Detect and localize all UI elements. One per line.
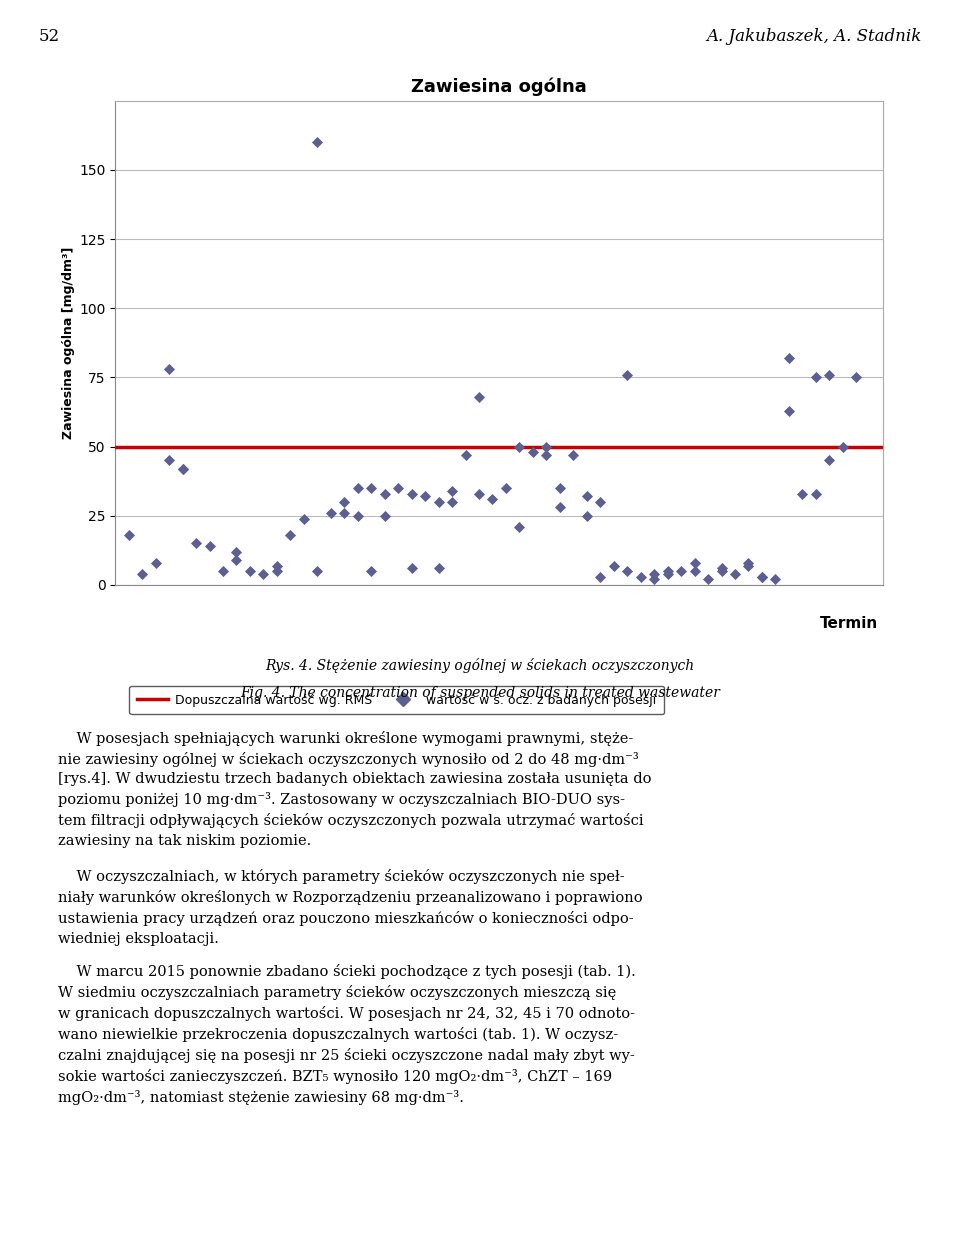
- Text: Rys. 4. Stężenie zawiesiny ogólnej w ściekach oczyszczonych: Rys. 4. Stężenie zawiesiny ogólnej w ści…: [265, 658, 695, 673]
- Point: [755, 566, 770, 586]
- Point: [755, 566, 770, 586]
- Point: [148, 552, 163, 572]
- Point: [161, 359, 177, 379]
- Point: [512, 437, 527, 457]
- Text: W posesjach spełniających warunki określone wymogami prawnymi, stęże-
nie zawies: W posesjach spełniających warunki określ…: [58, 731, 651, 848]
- Point: [512, 517, 527, 537]
- Point: [646, 564, 661, 584]
- Point: [687, 561, 703, 581]
- Point: [768, 570, 783, 590]
- Point: [444, 481, 460, 501]
- Point: [444, 492, 460, 512]
- Point: [310, 561, 325, 581]
- Text: Termin: Termin: [820, 616, 878, 632]
- Point: [552, 478, 567, 498]
- Point: [673, 561, 688, 581]
- Point: [269, 556, 284, 576]
- Point: [741, 556, 756, 576]
- Point: [228, 550, 244, 570]
- Point: [619, 561, 635, 581]
- Point: [471, 483, 487, 503]
- Point: [565, 445, 581, 465]
- Point: [391, 478, 406, 498]
- Point: [215, 561, 230, 581]
- Point: [714, 559, 730, 579]
- Point: [619, 365, 635, 385]
- Point: [539, 445, 554, 465]
- Point: [485, 489, 500, 509]
- Point: [579, 506, 594, 526]
- Point: [296, 508, 311, 528]
- Point: [781, 348, 797, 369]
- Point: [525, 442, 540, 462]
- Point: [592, 566, 608, 586]
- Point: [431, 559, 446, 579]
- Title: Zawiesina ogólna: Zawiesina ogólna: [411, 78, 588, 97]
- Point: [458, 445, 473, 465]
- Point: [350, 478, 366, 498]
- Text: Fig. 4. The concentration of suspended solids in treated wastewater: Fig. 4. The concentration of suspended s…: [240, 686, 720, 699]
- Point: [714, 561, 730, 581]
- Text: W oczyszczalniach, w których parametry ścieków oczyszczonych nie speł-
niały war: W oczyszczalniach, w których parametry ś…: [58, 869, 642, 946]
- Point: [404, 483, 420, 503]
- Legend: Dopuszczalna wartość wg. RMŚ, wartość w ś. ocz. z badanych posesji: Dopuszczalna wartość wg. RMŚ, wartość w…: [130, 686, 664, 715]
- Point: [404, 559, 420, 579]
- Text: A. Jakubaszek, A. Stadnik: A. Jakubaszek, A. Stadnik: [707, 28, 922, 45]
- Point: [808, 367, 824, 387]
- Point: [606, 556, 621, 576]
- Point: [646, 570, 661, 590]
- Point: [808, 483, 824, 503]
- Point: [592, 492, 608, 512]
- Point: [175, 459, 190, 479]
- Point: [633, 566, 648, 586]
- Point: [364, 561, 379, 581]
- Point: [269, 561, 284, 581]
- Point: [539, 437, 554, 457]
- Point: [364, 478, 379, 498]
- Point: [350, 506, 366, 526]
- Point: [337, 503, 352, 523]
- Point: [795, 483, 810, 503]
- Point: [687, 552, 703, 572]
- Point: [228, 542, 244, 562]
- Point: [471, 386, 487, 406]
- Point: [310, 132, 325, 152]
- Point: [741, 552, 756, 572]
- Point: [822, 450, 837, 470]
- Point: [175, 459, 190, 479]
- Point: [242, 561, 257, 581]
- Y-axis label: Zawiesina ogólna [mg/dm³]: Zawiesina ogólna [mg/dm³]: [62, 247, 75, 439]
- Point: [324, 503, 339, 523]
- Point: [552, 497, 567, 517]
- Point: [728, 564, 743, 584]
- Point: [579, 487, 594, 507]
- Point: [660, 561, 675, 581]
- Point: [377, 483, 393, 503]
- Point: [255, 564, 271, 584]
- Text: 52: 52: [38, 28, 60, 45]
- Point: [337, 492, 352, 512]
- Point: [835, 437, 851, 457]
- Point: [418, 487, 433, 507]
- Point: [701, 570, 716, 590]
- Point: [188, 533, 204, 554]
- Point: [781, 400, 797, 420]
- Text: W marcu 2015 ponownie zbadano ścieki pochodzące z tych posesji (tab. 1).
W siedm: W marcu 2015 ponownie zbadano ścieki poc…: [58, 964, 636, 1105]
- Point: [377, 506, 393, 526]
- Point: [121, 525, 136, 545]
- Point: [498, 478, 514, 498]
- Point: [431, 492, 446, 512]
- Point: [134, 564, 150, 584]
- Point: [849, 367, 864, 387]
- Point: [282, 525, 298, 545]
- Point: [660, 564, 675, 584]
- Point: [161, 450, 177, 470]
- Point: [202, 536, 217, 556]
- Point: [822, 365, 837, 385]
